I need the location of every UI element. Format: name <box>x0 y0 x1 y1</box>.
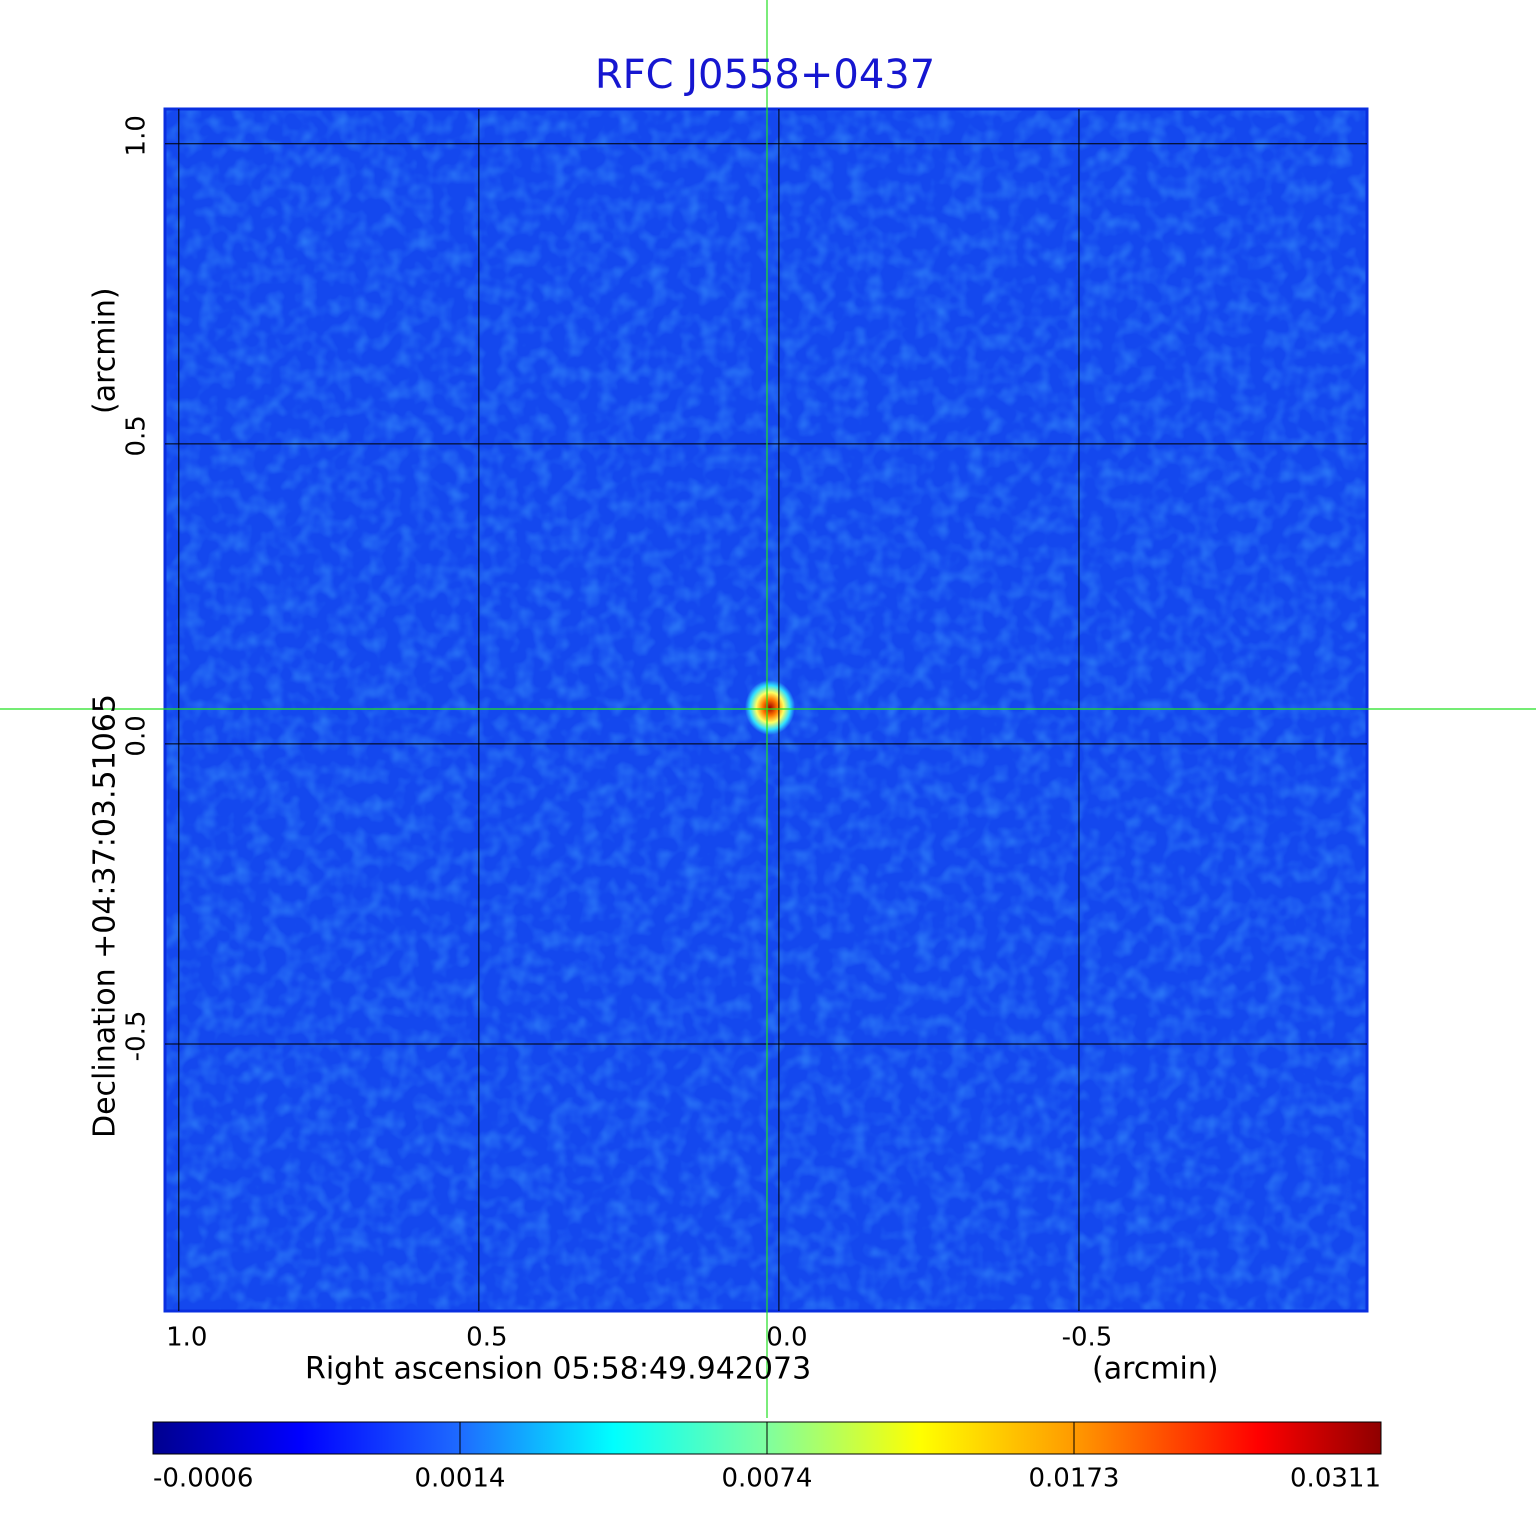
chart-title: RFC J0558+0437 <box>595 52 935 98</box>
x-tick-label: 1.0 <box>166 1323 207 1353</box>
x-axis-unit: (arcmin) <box>1092 1352 1219 1387</box>
y-tick-label: 0.5 <box>122 415 152 456</box>
plot-frame <box>163 107 1369 1313</box>
y-axis-label: Declination +04:37:03.51065 <box>88 694 123 1138</box>
y-tick-label: -0.5 <box>122 1011 152 1062</box>
colorbar-tick-label: 0.0014 <box>415 1464 506 1494</box>
y-axis-unit: (arcmin) <box>88 287 123 414</box>
grid <box>165 109 1367 1311</box>
source <box>745 680 795 735</box>
y-tick-label: 1.0 <box>122 115 152 156</box>
colorbar-tick-label: 0.0311 <box>1290 1464 1381 1494</box>
x-tick-label: 0.5 <box>466 1323 507 1353</box>
colorbar-tick-label: 0.0074 <box>722 1464 813 1494</box>
x-tick-label: -0.5 <box>1062 1323 1113 1353</box>
x-tick-label: 0.0 <box>766 1323 807 1353</box>
y-tick-label: 0.0 <box>122 715 152 756</box>
x-axis-label: Right ascension 05:58:49.942073 <box>305 1352 811 1387</box>
colorbar-tick-label: -0.0006 <box>153 1464 253 1494</box>
colorbar-tick-label: 0.0173 <box>1029 1464 1120 1494</box>
